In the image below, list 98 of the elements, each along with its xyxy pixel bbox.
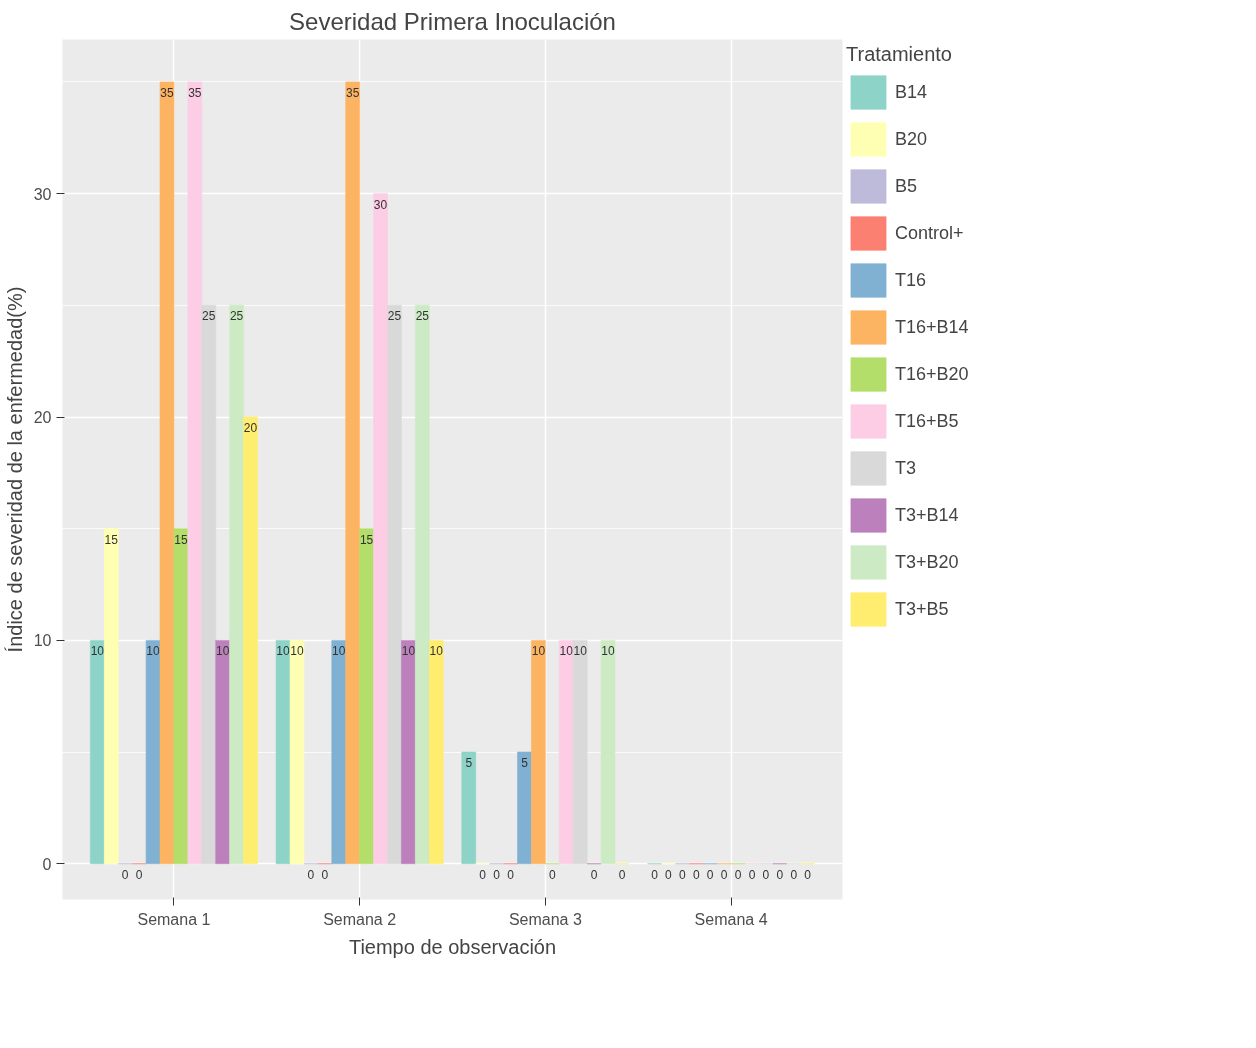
data-label: 0 bbox=[748, 867, 756, 882]
bar bbox=[428, 640, 444, 865]
data-label: 0 bbox=[678, 867, 686, 882]
legend-label: B20 bbox=[895, 128, 928, 150]
bar bbox=[359, 528, 374, 865]
legend-label: T16+B14 bbox=[895, 316, 969, 338]
data-label: 25 bbox=[387, 309, 402, 324]
bar bbox=[145, 640, 161, 865]
bar bbox=[387, 305, 402, 865]
data-label: 0 bbox=[493, 867, 501, 882]
y-tick-label: 10 bbox=[33, 632, 52, 650]
data-label: 0 bbox=[307, 867, 315, 882]
bar bbox=[415, 305, 430, 865]
data-label: 35 bbox=[346, 85, 360, 100]
legend-label: T16 bbox=[895, 269, 927, 291]
data-label: 0 bbox=[720, 867, 728, 882]
data-label: 5 bbox=[521, 756, 529, 771]
data-label: 10 bbox=[401, 644, 416, 659]
bar bbox=[517, 751, 532, 865]
data-label: 35 bbox=[188, 85, 202, 100]
data-label: 10 bbox=[290, 644, 304, 659]
legend-label: T16+B5 bbox=[895, 410, 959, 432]
data-label: 0 bbox=[618, 867, 626, 882]
data-label: 10 bbox=[332, 644, 346, 659]
data-label: 0 bbox=[665, 867, 673, 882]
data-label: 0 bbox=[590, 867, 598, 882]
data-label: 10 bbox=[601, 644, 616, 659]
y-tick-label: 30 bbox=[33, 185, 52, 203]
bar bbox=[173, 528, 189, 865]
bar bbox=[531, 640, 546, 865]
bar bbox=[289, 640, 305, 865]
data-label: 30 bbox=[373, 197, 388, 212]
data-label: 20 bbox=[243, 421, 258, 436]
data-label: 10 bbox=[90, 644, 105, 659]
data-label: 15 bbox=[359, 532, 374, 547]
data-label: 0 bbox=[507, 867, 515, 882]
legend-label: T3+B14 bbox=[895, 504, 959, 526]
bar bbox=[401, 640, 416, 865]
data-label: 0 bbox=[692, 867, 700, 882]
data-label: 15 bbox=[174, 532, 188, 547]
legend-label: B14 bbox=[895, 81, 928, 103]
data-label: 0 bbox=[804, 867, 812, 882]
data-label: 0 bbox=[548, 867, 556, 882]
data-label: 10 bbox=[216, 644, 230, 659]
data-label: 10 bbox=[276, 644, 291, 659]
data-label: 0 bbox=[776, 867, 784, 882]
x-tick-label: Semana 3 bbox=[508, 910, 582, 928]
bar bbox=[243, 416, 258, 865]
data-label: 10 bbox=[429, 644, 444, 659]
bar bbox=[600, 640, 616, 865]
legend-label: T16+B20 bbox=[895, 363, 969, 385]
bar bbox=[275, 640, 291, 865]
bar bbox=[201, 305, 217, 865]
x-axis-title: Tiempo de observación bbox=[348, 935, 557, 958]
data-label: 35 bbox=[160, 85, 174, 100]
bar bbox=[215, 640, 230, 865]
data-label: 0 bbox=[790, 867, 798, 882]
bar bbox=[331, 640, 347, 865]
bar bbox=[90, 640, 105, 865]
data-label: 0 bbox=[479, 867, 487, 882]
data-label: 10 bbox=[531, 644, 546, 659]
bar bbox=[345, 81, 360, 865]
data-label: 0 bbox=[734, 867, 742, 882]
data-label: 0 bbox=[706, 867, 714, 882]
data-label: 25 bbox=[202, 309, 216, 324]
bar bbox=[229, 305, 244, 865]
bar bbox=[159, 81, 175, 865]
x-tick-label: Semana 4 bbox=[694, 910, 768, 928]
bar bbox=[461, 751, 477, 865]
data-label: 25 bbox=[229, 309, 244, 324]
data-label: 10 bbox=[559, 644, 574, 659]
bar bbox=[103, 528, 119, 865]
legend-label: T3+B5 bbox=[895, 598, 949, 620]
legend-label: Control+ bbox=[895, 222, 964, 244]
legend-label: T3 bbox=[895, 457, 917, 479]
legend-title: Tratamiento bbox=[846, 43, 953, 66]
bar bbox=[187, 81, 203, 865]
chart-title: Severidad Primera Inoculación bbox=[289, 7, 616, 35]
legend-label: T3+B20 bbox=[895, 551, 959, 573]
bar bbox=[558, 640, 574, 865]
data-label: 0 bbox=[321, 867, 329, 882]
x-tick-label: Semana 1 bbox=[137, 910, 211, 928]
bar bbox=[572, 640, 588, 865]
y-tick-label: 20 bbox=[33, 409, 52, 427]
data-label: 25 bbox=[415, 309, 430, 324]
data-label: 10 bbox=[146, 644, 161, 659]
bar bbox=[373, 193, 388, 865]
data-label: 0 bbox=[121, 867, 129, 882]
x-tick-label: Semana 2 bbox=[323, 910, 397, 928]
data-label: 0 bbox=[762, 867, 770, 882]
data-label: 15 bbox=[104, 532, 119, 547]
data-label: 5 bbox=[465, 756, 473, 771]
y-tick-label: 0 bbox=[42, 855, 52, 873]
data-label: 0 bbox=[135, 867, 143, 882]
y-axis-title: Índice de severidad de la enfermedad(%) bbox=[3, 286, 26, 653]
data-label: 10 bbox=[573, 644, 588, 659]
data-label: 0 bbox=[651, 867, 659, 882]
legend-label: B5 bbox=[895, 175, 918, 197]
